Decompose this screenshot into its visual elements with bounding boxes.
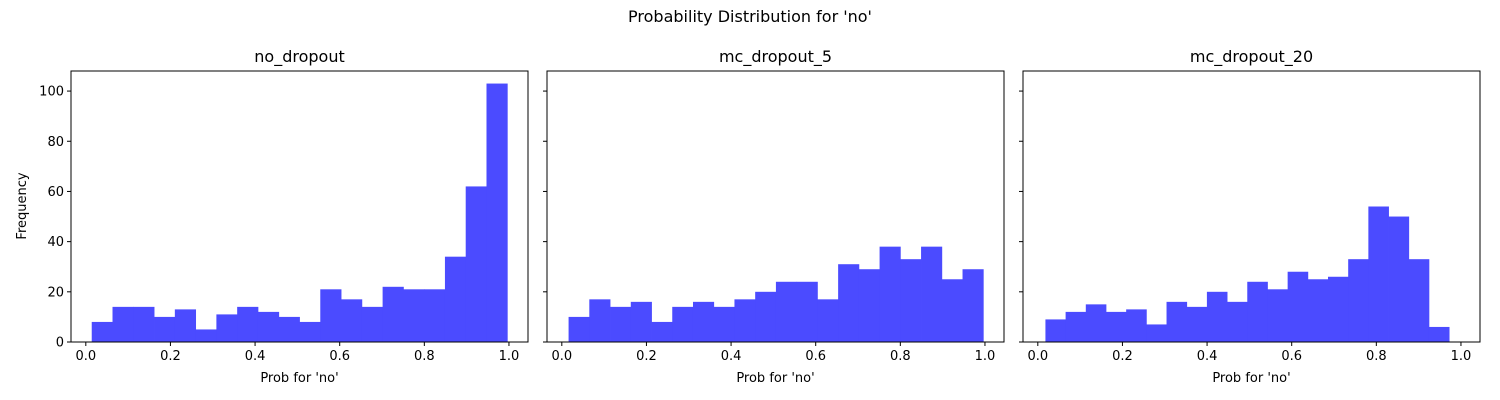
- histogram-bar: [921, 246, 943, 342]
- histogram-bar: [1166, 301, 1188, 342]
- histogram-bar: [858, 269, 880, 342]
- x-tick-label: 0.8: [890, 349, 911, 364]
- histogram-bar: [817, 299, 839, 342]
- histogram-bar: [403, 289, 425, 342]
- histogram-bar: [91, 321, 113, 342]
- histogram-bar: [962, 269, 984, 342]
- histogram-bar: [216, 314, 238, 342]
- y-tick-label: 0: [56, 336, 64, 351]
- histogram-bar: [382, 286, 404, 342]
- histogram-bar: [1307, 279, 1329, 342]
- histogram-bar: [1408, 259, 1430, 342]
- x-tick-label: 1.0: [499, 349, 520, 364]
- histogram-bar: [1186, 306, 1208, 342]
- histogram-bar: [672, 306, 694, 342]
- histogram-bar: [941, 279, 963, 342]
- histogram-bar: [692, 301, 715, 342]
- histogram-bar: [341, 299, 363, 342]
- x-tick-label: 0.2: [1112, 349, 1133, 364]
- histogram-bar: [278, 316, 300, 342]
- x-tick-label: 0.8: [414, 349, 435, 364]
- histogram-bar: [1045, 319, 1067, 342]
- histogram-bar: [1267, 289, 1289, 342]
- y-tick-label: 80: [47, 135, 64, 150]
- panel-title: no_dropout: [254, 47, 344, 67]
- histogram-bar: [1065, 311, 1087, 342]
- histogram-bar: [1348, 259, 1369, 342]
- panel-title: mc_dropout_5: [719, 47, 832, 67]
- histogram-bar: [589, 299, 611, 342]
- histogram-bar: [424, 289, 446, 342]
- histogram-bar: [486, 83, 508, 343]
- histogram-bar: [1126, 309, 1147, 342]
- panel-mc-dropout-5: mc_dropout_5 Prob for 'no' 0.0 0.2 0.4 0.6 0…: [543, 47, 1005, 386]
- histogram-bar: [651, 321, 673, 342]
- histogram-bar: [465, 186, 487, 342]
- histogram-bar: [1388, 216, 1410, 342]
- x-tick-label: 0.4: [245, 349, 266, 364]
- histogram-bar: [299, 321, 321, 342]
- axes-frame: [1022, 70, 1481, 343]
- histogram-bar: [1146, 324, 1167, 342]
- x-tick-label: 1.0: [975, 349, 996, 364]
- histogram-bar: [1428, 326, 1450, 342]
- histogram-bar: [568, 316, 590, 342]
- histogram-bar: [112, 306, 134, 342]
- x-tick-label: 0.8: [1366, 349, 1387, 364]
- x-tick-label: 0.4: [1197, 349, 1218, 364]
- histogram-bar: [1247, 281, 1268, 342]
- x-tick-label: 0.4: [721, 349, 742, 364]
- histogram-bar: [1206, 291, 1228, 342]
- y-tick-label: 100: [39, 85, 64, 100]
- panel-mc-dropout-20: mc_dropout_20 Prob for 'no' 0.0 0.2 0.4 0.6…: [1019, 47, 1481, 386]
- histogram-bar: [1287, 271, 1309, 342]
- x-axis-label: Prob for 'no': [736, 371, 814, 386]
- histogram-bar: [1085, 304, 1107, 342]
- histogram-bar: [237, 306, 259, 342]
- panel-title: mc_dropout_20: [1190, 47, 1313, 67]
- y-tick-label: 60: [47, 185, 64, 200]
- histogram-bar: [775, 281, 798, 342]
- y-tick-label: 20: [47, 285, 64, 300]
- x-axis-label: Prob for 'no': [260, 371, 338, 386]
- histogram-bar: [796, 281, 818, 342]
- histogram-bar: [444, 256, 467, 342]
- x-tick-label: 0.2: [160, 349, 181, 364]
- x-axis-label: Prob for 'no': [1212, 371, 1290, 386]
- histogram-bar: [734, 299, 756, 342]
- x-tick-label: 0.2: [636, 349, 657, 364]
- x-tick-label: 0.0: [1027, 349, 1048, 364]
- x-tick-label: 0.6: [1281, 349, 1302, 364]
- histogram-bar: [713, 306, 735, 342]
- histogram-bar: [755, 291, 777, 342]
- x-tick-label: 0.0: [75, 349, 96, 364]
- axes-frame: [70, 70, 529, 343]
- histogram-bar: [879, 246, 901, 342]
- y-axis-label: Frequency: [15, 172, 30, 239]
- x-tick-label: 0.6: [329, 349, 350, 364]
- histogram-bar: [838, 264, 860, 342]
- histogram-bar: [133, 306, 155, 342]
- histogram-bar: [361, 306, 384, 342]
- histogram-bar: [257, 311, 280, 342]
- axes-frame: [546, 70, 1005, 343]
- histogram-bar: [630, 301, 652, 342]
- figure-suptitle: Probability Distribution for 'no': [628, 7, 872, 26]
- histogram-bar: [1105, 311, 1127, 342]
- histogram-bar: [320, 289, 342, 342]
- histogram-bar: [174, 309, 197, 342]
- histogram-bar: [195, 329, 217, 342]
- histogram-bar: [1328, 276, 1349, 342]
- y-tick-label: 40: [47, 235, 64, 250]
- panel-no-dropout: no_dropout Prob for 'no' Frequency 0.0 0.…: [15, 47, 529, 386]
- x-tick-label: 1.0: [1451, 349, 1472, 364]
- histogram-bar: [154, 316, 176, 342]
- histogram-bar: [1227, 301, 1248, 342]
- histogram-bar: [610, 306, 632, 342]
- x-tick-label: 0.0: [551, 349, 572, 364]
- histogram-bar: [900, 259, 922, 342]
- histogram-bar: [1368, 206, 1389, 342]
- x-tick-label: 0.6: [805, 349, 826, 364]
